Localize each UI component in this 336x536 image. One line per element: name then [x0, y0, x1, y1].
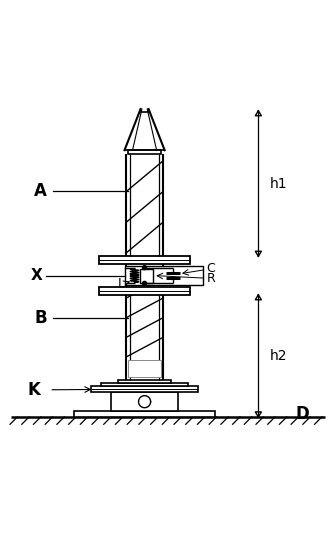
Polygon shape — [159, 161, 163, 191]
Bar — [74, 411, 215, 417]
Polygon shape — [126, 222, 130, 253]
Bar — [101, 383, 188, 386]
Text: D: D — [295, 405, 309, 422]
Text: L: L — [118, 278, 125, 291]
Text: h1: h1 — [270, 176, 288, 190]
Polygon shape — [159, 337, 163, 357]
Bar — [99, 256, 190, 264]
Circle shape — [142, 266, 146, 270]
Bar — [118, 381, 171, 383]
Polygon shape — [159, 298, 163, 318]
Text: R: R — [207, 272, 215, 285]
Bar — [111, 392, 178, 411]
Text: K: K — [28, 381, 40, 399]
Text: X: X — [31, 268, 43, 283]
Polygon shape — [126, 337, 130, 357]
Text: B: B — [34, 309, 47, 327]
Text: C: C — [207, 262, 215, 276]
Text: A: A — [34, 182, 47, 200]
Bar — [125, 266, 203, 285]
Circle shape — [142, 281, 146, 285]
Polygon shape — [126, 161, 130, 191]
Bar — [128, 150, 161, 154]
Bar — [91, 386, 198, 392]
Polygon shape — [126, 298, 130, 318]
Bar — [99, 287, 190, 295]
Bar — [128, 360, 161, 377]
Text: h2: h2 — [270, 349, 288, 363]
Bar — [140, 269, 153, 282]
Polygon shape — [159, 222, 163, 253]
